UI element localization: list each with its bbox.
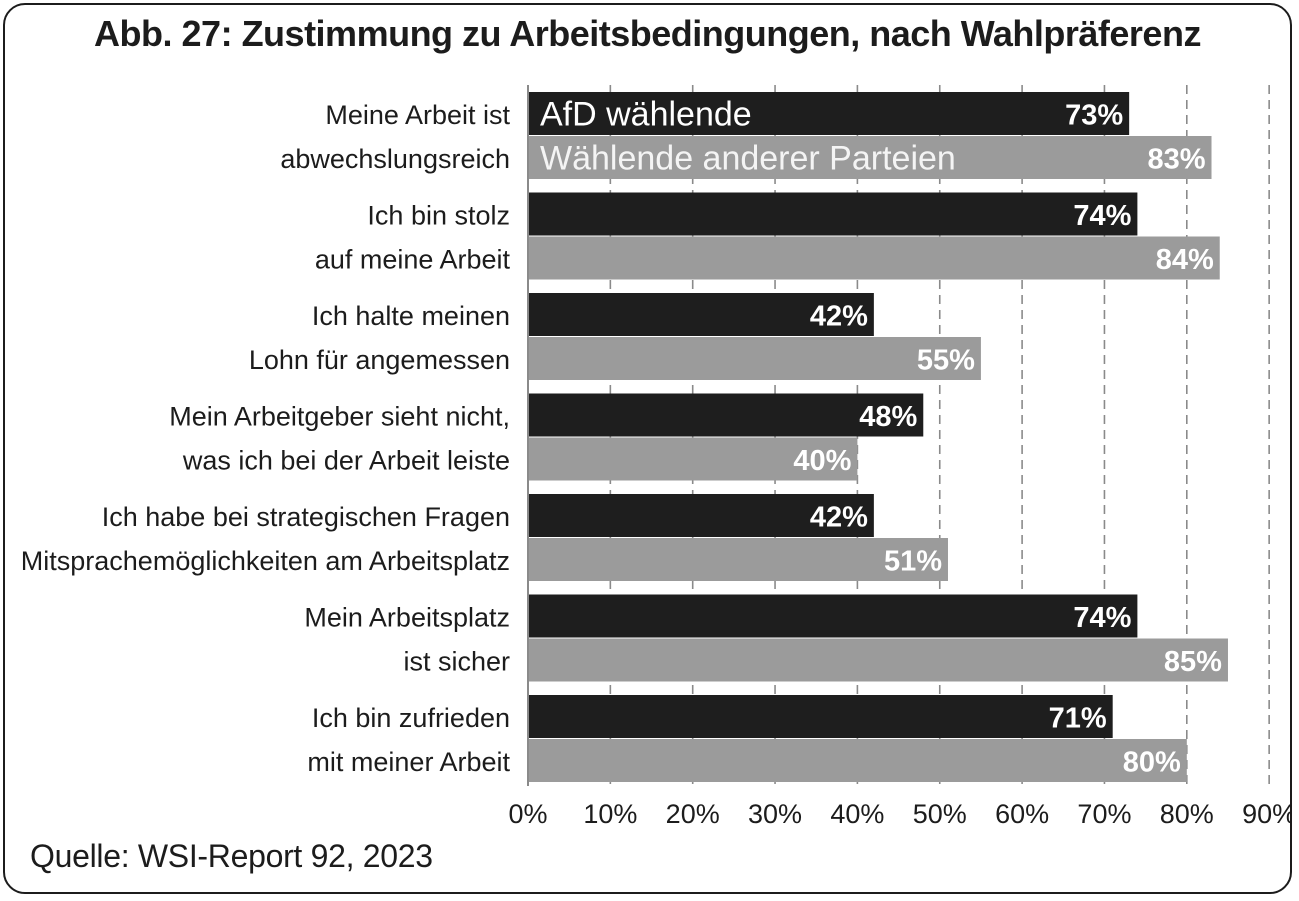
bar-value-label: 71% <box>1049 703 1107 735</box>
bar-value-label: 73% <box>1065 100 1123 132</box>
category-label: Mitsprachemöglichkeiten am Arbeitsplatz <box>21 546 510 576</box>
bar-andere <box>528 437 858 481</box>
category-label: abwechslungsreich <box>280 144 510 174</box>
bar-value-label: 51% <box>884 546 942 578</box>
bar-andere <box>528 136 1212 179</box>
x-tick-label: 30% <box>748 799 802 829</box>
category-label: Ich halte meinen <box>312 301 510 331</box>
category-label: auf meine Arbeit <box>315 245 511 275</box>
category-label: Ich bin zufrieden <box>312 703 510 733</box>
bar-andere <box>528 337 981 380</box>
bar-value-label: 42% <box>810 301 868 333</box>
x-tick-label: 10% <box>583 799 637 829</box>
x-tick-label: 80% <box>1160 799 1214 829</box>
category-label: Ich habe bei strategischen Fragen <box>102 502 510 532</box>
bar-afd <box>528 293 874 336</box>
bar-afd <box>528 594 1138 638</box>
x-tick-label: 40% <box>830 799 884 829</box>
x-tick-label: 20% <box>666 799 720 829</box>
bar-value-label: 48% <box>859 401 917 433</box>
category-label: Mein Arbeitsplatz <box>304 603 510 633</box>
category-label: Ich bin stolz <box>367 201 510 231</box>
bar-value-label: 85% <box>1164 646 1222 678</box>
x-tick-label: 0% <box>508 799 547 829</box>
legend-label: Wählende anderer Parteien <box>540 140 956 178</box>
bar-afd <box>528 695 1113 738</box>
category-label: Lohn für angemessen <box>249 345 510 375</box>
category-label: ist sicher <box>403 647 510 677</box>
bar-value-label: 80% <box>1123 747 1181 779</box>
bar-value-label: 42% <box>810 502 868 534</box>
bar-value-label: 74% <box>1073 200 1131 232</box>
category-label: was ich bei der Arbeit leiste <box>182 446 510 476</box>
x-tick-label: 50% <box>913 799 967 829</box>
x-tick-label: 90% <box>1242 799 1292 829</box>
category-label: mit meiner Arbeit <box>307 747 510 777</box>
bar-value-label: 55% <box>917 345 975 377</box>
chart-frame: Abb. 27: Zustimmung zu Arbeitsbedingunge… <box>3 3 1292 894</box>
source-note: Quelle: WSI-Report 92, 2023 <box>30 838 433 874</box>
legend-label: AfD wählende <box>540 96 752 134</box>
bar-andere <box>528 236 1220 280</box>
bar-afd <box>528 192 1138 236</box>
x-tick-label: 70% <box>1077 799 1131 829</box>
category-label: Mein Arbeitgeber sieht nicht, <box>169 402 510 432</box>
x-tick-label: 60% <box>995 799 1049 829</box>
bar-value-label: 40% <box>793 445 851 477</box>
bar-afd <box>528 494 874 537</box>
chart-title: Abb. 27: Zustimmung zu Arbeitsbedingunge… <box>94 13 1201 54</box>
bar-afd <box>528 393 924 437</box>
bar-andere <box>528 638 1228 682</box>
bar-chart: 73% AfD wählende 83% Wählende anderer Parte… <box>21 85 1292 829</box>
bar-value-label: 84% <box>1156 244 1214 276</box>
bar-afd <box>528 92 1130 135</box>
bar-value-label: 83% <box>1147 144 1205 176</box>
bar-value-label: 74% <box>1073 602 1131 634</box>
bar-andere <box>528 739 1187 782</box>
category-label: Meine Arbeit ist <box>325 100 510 130</box>
bar-andere <box>528 538 948 581</box>
